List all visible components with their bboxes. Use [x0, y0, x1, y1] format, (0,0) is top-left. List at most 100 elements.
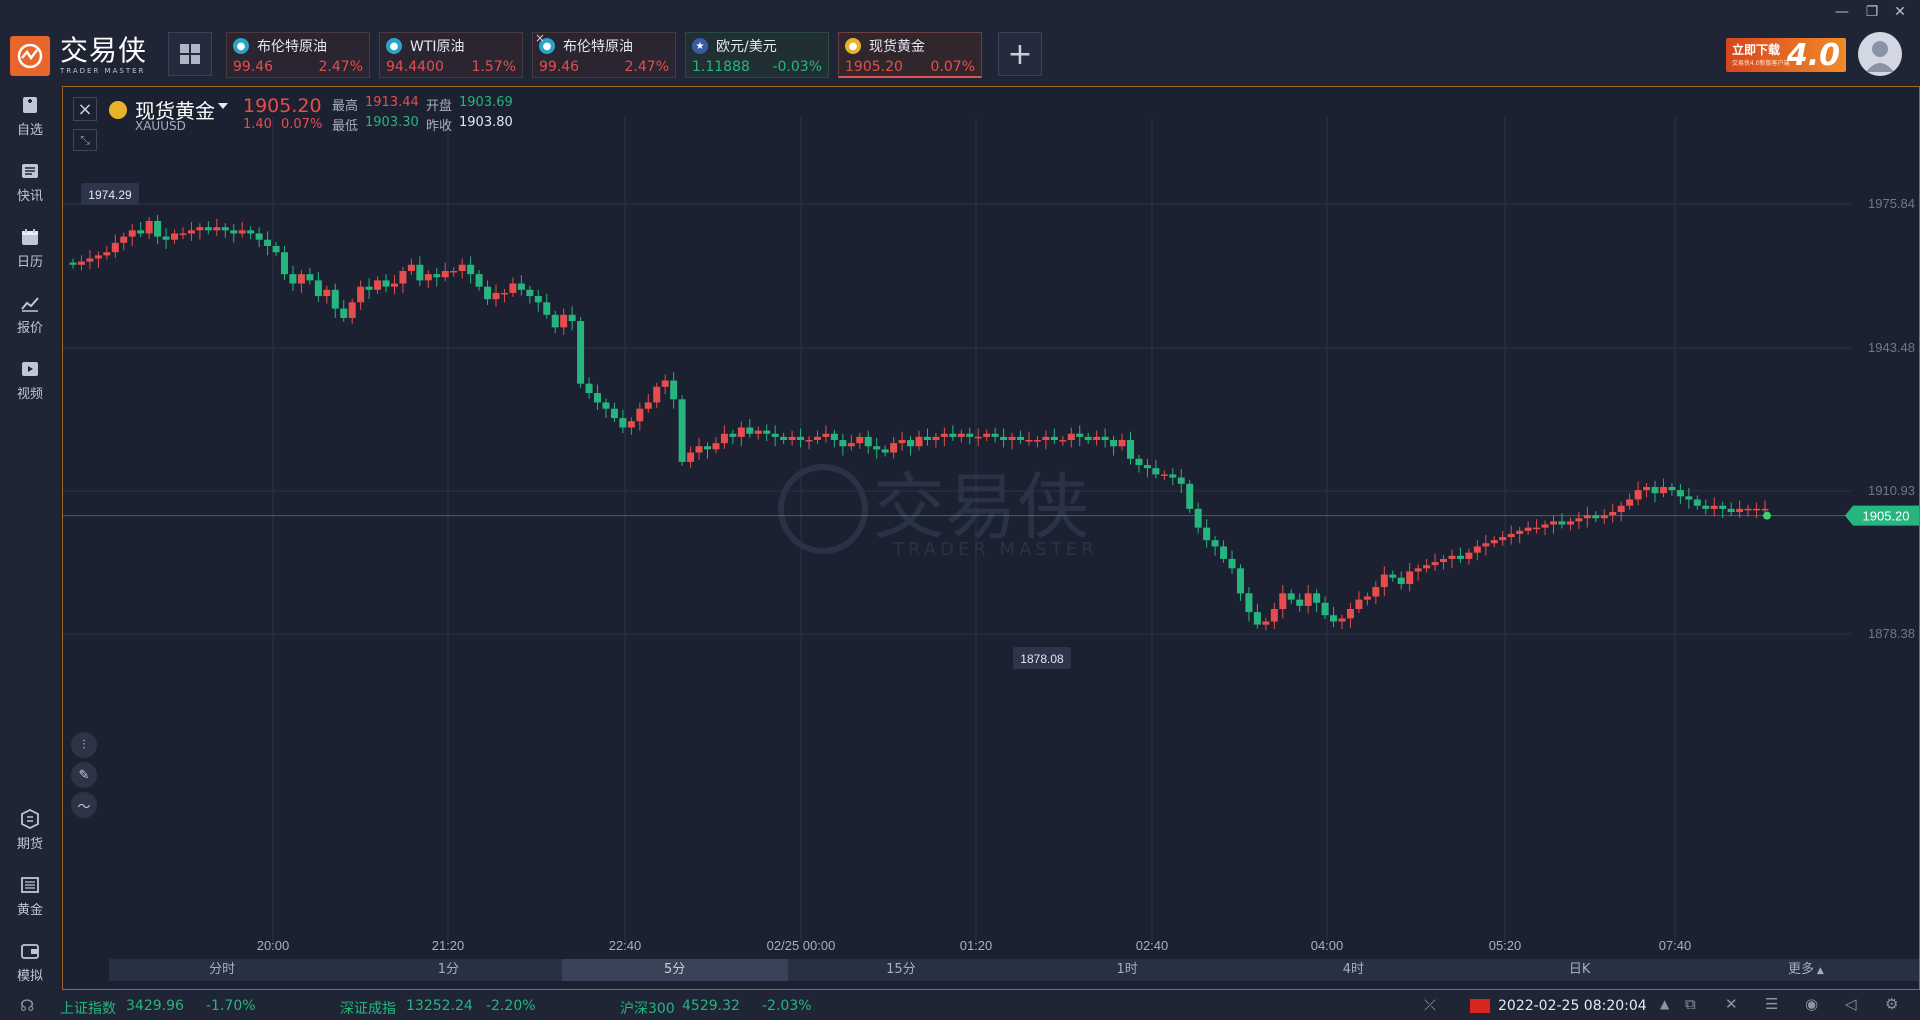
chart-type-button[interactable]: 〜 [71, 792, 97, 818]
sidebar-item-futures[interactable]: 期货 [0, 802, 60, 858]
last-price-dot [1763, 511, 1771, 520]
candle-body [374, 280, 382, 290]
candle-body [526, 289, 534, 297]
ticker-tab-brent-2[interactable]: × ● 布伦特原油 99.46 2.47% [532, 31, 676, 78]
camera-icon[interactable]: ◉ [1805, 995, 1819, 1013]
candle-body [636, 408, 644, 422]
sidebar-item-calendar[interactable]: 日历 [0, 220, 60, 276]
ticker-tab-gold[interactable]: ● 现货黄金 1905.20 0.07% [838, 32, 982, 78]
candle-body [1626, 499, 1634, 506]
gold-icon: ● [845, 38, 861, 54]
candlestick-chart[interactable]: 1975.84 1943.48 1910.93 1878.38 20:00 21:20 22… [63, 87, 1919, 957]
ticker-price: 1905.20 [845, 59, 903, 75]
last-price-label: 1905.20 [1863, 509, 1910, 524]
close-chart-button[interactable]: × [73, 97, 97, 121]
x-tick-label: 22:40 [609, 938, 642, 953]
high-value: 1913.44 [365, 95, 419, 110]
sidebar-item-quotes[interactable]: 报价 [0, 286, 60, 342]
shrink-chart-button[interactable]: ⤡ [73, 129, 97, 151]
indicator-tool-button[interactable]: ⫶ [71, 732, 97, 758]
candle-body [86, 258, 94, 262]
app-logo[interactable]: 交易侠 TRADER MASTER [10, 36, 150, 76]
ticker-tab-brent-1[interactable]: ● 布伦特原油 99.46 2.47% [226, 32, 370, 78]
candle-body [1753, 508, 1761, 511]
candle-body [534, 296, 542, 303]
menu-icon[interactable]: ☰ [1765, 995, 1779, 1013]
timeframe-bar: 分时 1分 5分 15分 1时 4时 日K 更多 ▲ [109, 959, 1919, 981]
chevron-down-icon[interactable] [218, 103, 228, 109]
candle-body [1101, 436, 1109, 441]
candle-body [1414, 568, 1422, 572]
candle-body [1609, 511, 1617, 516]
candle-body [1084, 436, 1092, 441]
mute-icon[interactable]: ◁ [1845, 995, 1857, 1013]
layout-grid-button[interactable] [168, 32, 212, 76]
screen-icon[interactable]: ⧉ [1685, 995, 1696, 1013]
tf-1h[interactable]: 1时 [1116, 962, 1138, 977]
tf-1m[interactable]: 1分 [437, 962, 460, 977]
sidebar-item-watchlist[interactable]: 自选 [0, 88, 60, 144]
tf-daily[interactable]: 日K [1568, 962, 1591, 977]
chart-grid: 1975.84 1943.48 1910.93 1878.38 20:00 21:20 22… [63, 117, 1915, 953]
candle-body [881, 449, 889, 453]
chart-overlays: 1905.20 1974.29 1878.08 [63, 183, 1919, 669]
symbol-change-pct: 0.07% [281, 117, 323, 132]
index-name[interactable]: 沪深300 [620, 1001, 675, 1017]
restore-icon[interactable]: ❐ [1865, 4, 1879, 20]
tf-15m[interactable]: 15分 [886, 962, 916, 977]
grid-icon [180, 44, 200, 64]
add-ticker-button[interactable]: + [998, 32, 1042, 76]
candle-body [1668, 486, 1676, 491]
draw-tool-button[interactable]: ✎ [71, 762, 97, 788]
video-icon [22, 361, 38, 376]
candle-body [966, 433, 974, 437]
caret-up-icon[interactable]: ▲ [1660, 997, 1670, 1011]
close-window-icon[interactable]: ✕ [1894, 4, 1906, 20]
ticker-tab-eurusd[interactable]: ★ 欧元/美元 1.11888 -0.03% [685, 32, 829, 78]
candle-body [856, 436, 864, 444]
candle-body [1033, 440, 1041, 442]
sidebar-item-gold[interactable]: 黄金 [0, 868, 60, 924]
candle-body [1287, 593, 1295, 600]
settings-icon[interactable]: ⚙ [1885, 995, 1899, 1013]
candle-body [382, 280, 390, 287]
index-name[interactable]: 上证指数 [60, 1001, 116, 1017]
tf-4h[interactable]: 4时 [1342, 962, 1365, 977]
candle-body [162, 236, 170, 240]
clock-datetime: 2022-02-25 08:20:04 [1498, 998, 1647, 1014]
candle-body [517, 283, 525, 290]
minimize-icon[interactable]: — [1835, 4, 1849, 20]
headset-icon[interactable]: ☊ [20, 996, 35, 1015]
candle-body [1321, 602, 1329, 616]
no-signal-icon[interactable]: ⤫ [1424, 996, 1437, 1014]
sidebar-item-simulate[interactable]: 模拟 [0, 934, 60, 990]
candle-body [932, 436, 940, 441]
calendar-icon [22, 228, 38, 245]
tf-tick[interactable]: 分时 [209, 962, 236, 977]
open-value: 1903.69 [459, 95, 513, 110]
candle-body [1245, 593, 1253, 613]
candle-body [830, 433, 838, 441]
user-avatar[interactable] [1858, 32, 1902, 76]
ticker-tab-wti[interactable]: ● WTI原油 94.4400 1.57% [379, 32, 523, 78]
download-banner[interactable]: 立即下载 交易侠4.0新版客户端 4.0 [1726, 38, 1846, 72]
sidebar-item-video[interactable]: 视频 [0, 352, 60, 408]
tf-more-label: 更多 [1787, 962, 1814, 977]
sidebar-item-label: 视频 [16, 386, 43, 402]
candle-body [196, 227, 204, 231]
sidebar-item-news[interactable]: 快讯 [0, 154, 60, 210]
symbol-price: 1905.20 [243, 95, 322, 117]
candle-body [1152, 468, 1160, 475]
gold-bar-icon [21, 876, 39, 893]
close-tab-icon[interactable]: × [535, 31, 546, 45]
y-tick-label: 1943.48 [1868, 340, 1915, 355]
candle-body [907, 440, 915, 447]
symbol-name[interactable]: 现货黄金 [135, 99, 215, 123]
tf-5m[interactable]: 5分 [561, 959, 788, 981]
index-name[interactable]: 深证成指 [340, 1001, 396, 1017]
candle-body [661, 380, 669, 387]
candle-body [1575, 518, 1583, 522]
tools-icon[interactable]: ✕ [1725, 995, 1738, 1013]
tf-more[interactable]: 更多 ▲ [1693, 959, 1919, 981]
